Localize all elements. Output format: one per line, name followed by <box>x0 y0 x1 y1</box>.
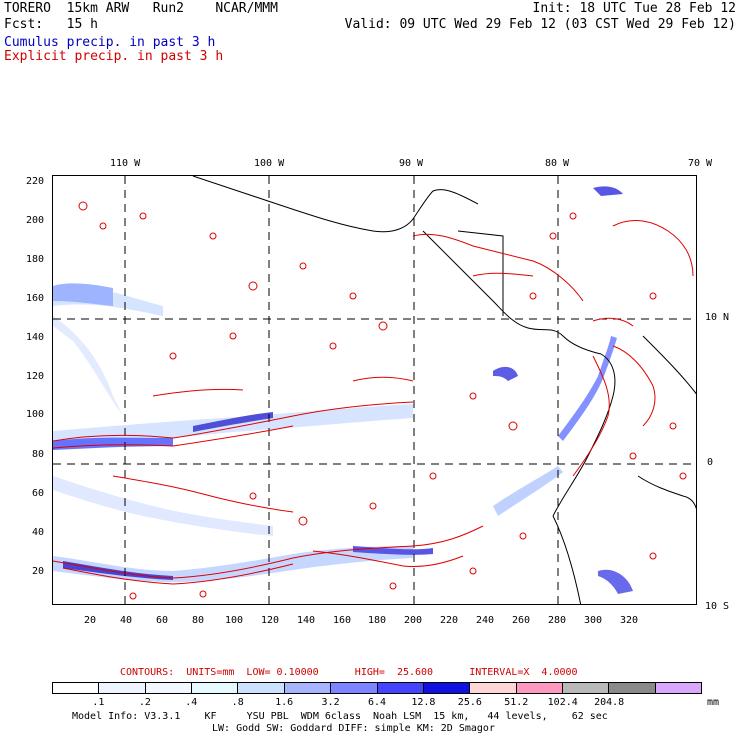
y-tick-label: 20 <box>32 566 45 577</box>
y-tick-label: 40 <box>32 527 45 538</box>
colorbar-swatch <box>470 683 517 693</box>
graticule <box>53 176 696 604</box>
y-tick-label: 120 <box>26 371 45 382</box>
colorbar-swatch <box>562 683 610 693</box>
header-model-title: TORERO 15km ARW Run2 NCAR/MMM <box>4 1 278 16</box>
y-tick-label: 220 <box>26 176 45 187</box>
x-tick-label: 140 <box>297 615 316 626</box>
colorbar-swatch <box>192 683 239 693</box>
y-tick-label: 140 <box>26 332 45 343</box>
x-tick-label: 160 <box>333 615 352 626</box>
precip-map-canvas <box>53 176 696 604</box>
colorbar <box>52 682 702 694</box>
x-tick-label: 200 <box>404 615 423 626</box>
coastline <box>192 176 696 604</box>
x-tick-label: 120 <box>261 615 280 626</box>
colorbar-swatch <box>423 683 471 693</box>
colorbar-tick-label: .2 <box>138 697 151 708</box>
y-tick-label: 80 <box>32 449 45 460</box>
legend-cumulus-precip: Cumulus precip. in past 3 h <box>4 35 216 50</box>
colorbar-tick-label: 204.8 <box>594 697 625 708</box>
colorbar-tick-label: .4 <box>185 697 198 708</box>
x-tick-label: 40 <box>120 615 133 626</box>
colorbar-unit: mm <box>707 697 720 708</box>
cumulus-precip-shading <box>53 186 633 594</box>
header-valid-time: Valid: 09 UTC Wed 29 Feb 12 (03 CST Wed … <box>344 17 736 32</box>
lon-label-70w: 70 W <box>688 158 713 169</box>
x-tick-label: 320 <box>620 615 639 626</box>
colorbar-swatch <box>655 683 702 693</box>
colorbar-swatch <box>331 683 378 693</box>
x-tick-label: 280 <box>548 615 567 626</box>
lat-label-0: 0 <box>707 457 714 468</box>
legend-explicit-precip: Explicit precip. in past 3 h <box>4 49 224 64</box>
colorbar-swatch <box>238 683 285 693</box>
colorbar-swatch <box>377 683 424 693</box>
x-tick-label: 20 <box>84 615 97 626</box>
colorbar-tick-label: .1 <box>92 697 105 708</box>
explicit-precip-contours <box>53 220 694 585</box>
colorbar-swatch <box>99 683 146 693</box>
y-tick-label: 180 <box>26 254 45 265</box>
colorbar-swatch <box>53 683 100 693</box>
x-tick-label: 60 <box>156 615 169 626</box>
y-tick-label: 200 <box>26 215 45 226</box>
x-tick-label: 300 <box>584 615 603 626</box>
y-tick-label: 100 <box>26 409 45 420</box>
y-tick-label: 160 <box>26 293 45 304</box>
contours-info: CONTOURS: UNITS=mm LOW= 0.10000 HIGH= 25… <box>120 667 578 678</box>
colorbar-tick-label: .8 <box>231 697 244 708</box>
colorbar-swatch <box>145 683 193 693</box>
colorbar-tick-label: 3.2 <box>321 697 340 708</box>
colorbar-tick-label: 12.8 <box>411 697 436 708</box>
colorbar-swatch <box>284 683 332 693</box>
lon-label-80w: 80 W <box>545 158 570 169</box>
lon-label-90w: 90 W <box>399 158 424 169</box>
colorbar-swatch <box>609 683 656 693</box>
colorbar-tick-label: 25.6 <box>457 697 482 708</box>
footer-model-info: Model Info: V3.3.1 KF YSU PBL WDM 6class… <box>72 711 608 722</box>
colorbar-tick-label: 51.2 <box>504 697 529 708</box>
precip-map <box>52 175 697 605</box>
lon-label-100w: 100 W <box>254 158 285 169</box>
footer-physics-info: LW: Godd SW: Goddard DIFF: simple KM: 2D… <box>212 723 495 734</box>
x-tick-label: 260 <box>512 615 531 626</box>
x-tick-label: 180 <box>368 615 387 626</box>
scattered-contour-cells <box>78 201 687 600</box>
x-tick-label: 240 <box>476 615 495 626</box>
lat-label-10n: 10 N <box>705 312 730 323</box>
x-tick-label: 220 <box>440 615 459 626</box>
lat-label-10s: 10 S <box>705 601 730 612</box>
colorbar-tick-label: 1.6 <box>275 697 294 708</box>
lon-label-110w: 110 W <box>110 158 141 169</box>
colorbar-tick-label: 6.4 <box>367 697 387 708</box>
x-tick-label: 80 <box>192 615 205 626</box>
y-tick-label: 60 <box>32 488 45 499</box>
header-forecast-hour: Fcst: 15 h <box>4 17 98 32</box>
colorbar-swatch <box>516 683 563 693</box>
colorbar-tick-label: 102.4 <box>547 697 578 708</box>
x-tick-label: 100 <box>225 615 244 626</box>
header-init-time: Init: 18 UTC Tue 28 Feb 12 <box>532 1 737 16</box>
